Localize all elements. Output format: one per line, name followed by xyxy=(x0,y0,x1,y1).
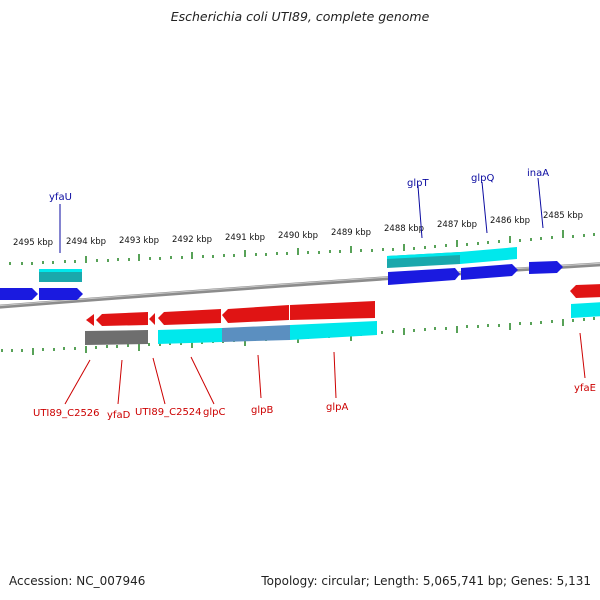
cds-yfaU xyxy=(39,269,82,282)
gene-arrow-yfaE[interactable] xyxy=(570,284,600,298)
reverse-label-lines xyxy=(64,332,586,405)
scale-label: 2485 kbp xyxy=(543,211,583,221)
accession-text: Accession: NC_007946 xyxy=(9,574,146,588)
gene-label-yfaD: yfaD xyxy=(107,410,131,421)
gene-label-glpB: glpB xyxy=(251,405,273,416)
gene-arrow-UTI89_C2526[interactable] xyxy=(86,314,94,326)
gene-arrow-left-partial[interactable] xyxy=(0,288,38,300)
forward-cds-track xyxy=(39,247,517,282)
forward-label-lines xyxy=(59,177,544,253)
gene-arrow-inaA[interactable] xyxy=(529,261,563,274)
scale-label: 2487 kbp xyxy=(437,220,477,230)
gene-arrow-yfaU[interactable] xyxy=(39,288,83,300)
gene-arrow-yfaD[interactable] xyxy=(96,312,148,326)
cds-glpT-light xyxy=(387,252,460,259)
gene-label-glpT: glpT xyxy=(407,178,429,189)
scale-label: 2492 kbp xyxy=(172,235,212,245)
gene-label-yfaU: yfaU xyxy=(49,192,72,203)
forward-gene-labels: yfaU glpT glpQ inaA xyxy=(49,168,549,203)
reverse-gene-labels: UTI89_C2526 yfaD UTI89_C2524 glpC glpB g… xyxy=(33,383,596,421)
gene-label-UTI89_C2526: UTI89_C2526 xyxy=(33,408,100,419)
genome-summary-text: Topology: circular; Length: 5,065,741 bp… xyxy=(261,574,591,588)
cds-glpA xyxy=(290,321,377,340)
genome-backbone-highlight xyxy=(0,262,600,307)
cds-glpQ xyxy=(460,247,517,264)
scale-label: 2495 kbp xyxy=(13,238,53,248)
scale-label: 2489 kbp xyxy=(331,228,371,238)
gene-label-glpA: glpA xyxy=(326,402,348,413)
gene-arrow-glpB[interactable] xyxy=(222,305,289,323)
scale-label: 2486 kbp xyxy=(490,216,530,226)
gene-label-glpC: glpC xyxy=(203,407,225,418)
cds-yfaU-light xyxy=(39,269,82,272)
reverse-cds-track xyxy=(85,302,600,345)
gene-label-glpQ: glpQ xyxy=(471,173,494,184)
cds-glpC xyxy=(158,328,222,344)
gene-arrow-glpA[interactable] xyxy=(290,301,375,320)
gene-label-yfaE: yfaE xyxy=(574,383,596,394)
gene-arrow-glpT[interactable] xyxy=(388,268,460,285)
scale-label: 2488 kbp xyxy=(384,224,424,234)
upper-tick-ruler xyxy=(9,230,595,265)
cds-yfaE xyxy=(571,302,600,318)
scale-label: 2494 kbp xyxy=(66,237,106,247)
gene-arrow-UTI89_C2524[interactable] xyxy=(149,313,155,325)
scale-label: 2493 kbp xyxy=(119,236,159,246)
reverse-genes xyxy=(86,284,600,326)
gene-label-inaA: inaA xyxy=(527,168,549,179)
scale-label: 2490 kbp xyxy=(278,231,318,241)
cds-glpB xyxy=(222,325,290,342)
gene-label-UTI89_C2524: UTI89_C2524 xyxy=(135,407,202,418)
cds-pseudo xyxy=(85,330,148,345)
genome-backbone xyxy=(0,262,600,309)
gene-arrow-glpC[interactable] xyxy=(158,309,221,325)
scale-labels: 2495 kbp 2494 kbp 2493 kbp 2492 kbp 2491… xyxy=(13,211,583,248)
gene-arrow-glpQ[interactable] xyxy=(461,264,518,280)
map-title: Escherichia coli UTI89, complete genome xyxy=(170,9,430,24)
scale-label: 2491 kbp xyxy=(225,233,265,243)
forward-genes xyxy=(0,261,563,300)
